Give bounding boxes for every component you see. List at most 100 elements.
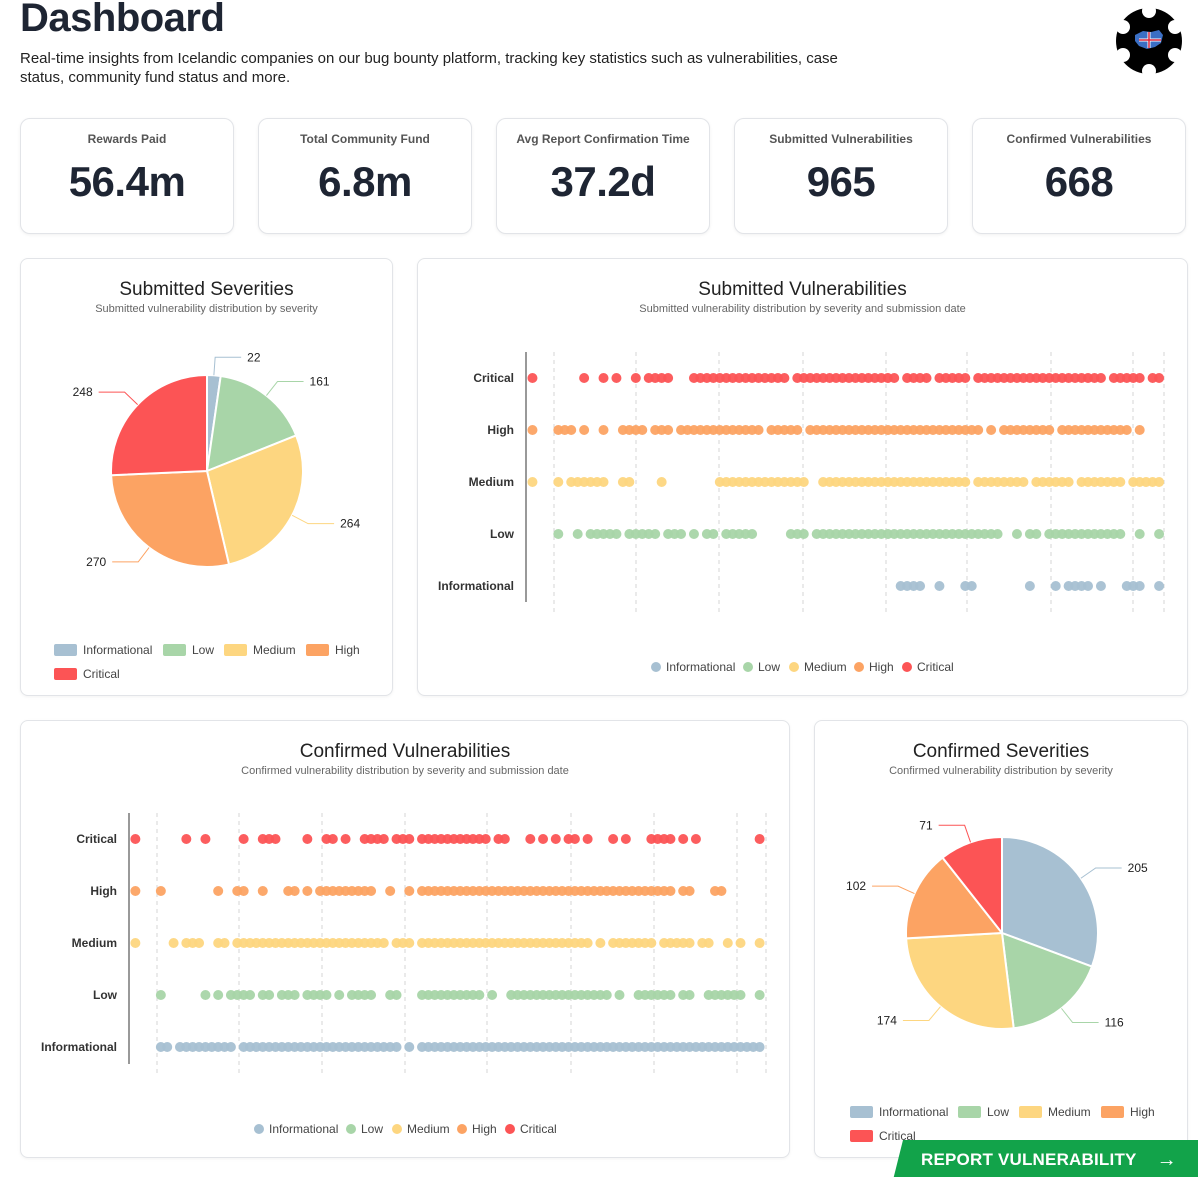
scatter-point-medium[interactable] [194, 938, 205, 948]
legend-informational[interactable]: Informational [651, 660, 735, 674]
scatter-point-medium[interactable] [378, 938, 389, 948]
legend-low[interactable]: Low [743, 660, 780, 674]
scatter-point-low[interactable] [684, 990, 695, 1000]
scatter-point-low[interactable] [155, 990, 166, 1000]
scatter-point-critical[interactable] [480, 834, 491, 844]
scatter-point-critical[interactable] [754, 834, 765, 844]
scatter-point-informational[interactable] [966, 581, 977, 591]
scatter-point-high[interactable] [792, 425, 803, 435]
scatter-point-medium[interactable] [656, 477, 667, 487]
scatter-point-informational[interactable] [754, 1042, 765, 1052]
scatter-point-medium[interactable] [703, 938, 714, 948]
scatter-point-critical[interactable] [550, 834, 561, 844]
legend-critical[interactable]: Critical [505, 1122, 557, 1136]
scatter-point-low[interactable] [366, 990, 377, 1000]
scatter-point-high[interactable] [1121, 425, 1132, 435]
scatter-point-informational[interactable] [1024, 581, 1035, 591]
scatter-point-low[interactable] [611, 529, 622, 539]
legend-high[interactable]: High [1101, 1105, 1155, 1119]
scatter-point-informational[interactable] [404, 1042, 415, 1052]
pie-slice-low[interactable] [1000, 931, 1094, 1030]
scatter-point-low[interactable] [321, 990, 332, 1000]
scatter-point-critical[interactable] [525, 834, 536, 844]
scatter-point-medium[interactable] [130, 938, 141, 948]
scatter-point-low[interactable] [474, 990, 485, 1000]
scatter-point-critical[interactable] [620, 834, 631, 844]
scatter-point-high[interactable] [130, 886, 141, 896]
scatter-point-medium[interactable] [168, 938, 179, 948]
scatter-point-high[interactable] [527, 425, 538, 435]
scatter-point-high[interactable] [366, 886, 377, 896]
scatter-point-high[interactable] [663, 425, 674, 435]
scatter-point-high[interactable] [973, 425, 984, 435]
scatter-point-critical[interactable] [302, 834, 313, 844]
legend-critical[interactable]: Critical [850, 1129, 916, 1143]
scatter-point-low[interactable] [334, 990, 345, 1000]
scatter-point-low[interactable] [572, 529, 583, 539]
scatter-point-informational[interactable] [1050, 581, 1061, 591]
scatter-point-high[interactable] [404, 886, 415, 896]
scatter-point-informational[interactable] [934, 581, 945, 591]
legend-medium[interactable]: Medium [789, 660, 847, 674]
scatter-point-medium[interactable] [404, 938, 415, 948]
scatter-point-critical[interactable] [690, 834, 701, 844]
legend-medium[interactable]: Medium [392, 1122, 450, 1136]
legend-high[interactable]: High [306, 643, 360, 657]
scatter-point-low[interactable] [213, 990, 224, 1000]
legend-critical[interactable]: Critical [54, 667, 120, 681]
pie-slice-low[interactable] [205, 374, 298, 473]
scatter-point-low[interactable] [391, 990, 402, 1000]
scatter-point-low[interactable] [289, 990, 300, 1000]
scatter-point-high[interactable] [1134, 425, 1145, 435]
scatter-point-medium[interactable] [553, 477, 564, 487]
scatter-point-critical[interactable] [181, 834, 192, 844]
scatter-point-low[interactable] [264, 990, 275, 1000]
scatter-point-critical[interactable] [527, 373, 538, 383]
scatter-point-medium[interactable] [684, 938, 695, 948]
scatter-point-informational[interactable] [162, 1042, 173, 1052]
scatter-point-low[interactable] [487, 990, 498, 1000]
scatter-point-low[interactable] [553, 529, 564, 539]
scatter-point-medium[interactable] [1115, 477, 1126, 487]
scatter-point-low[interactable] [1031, 529, 1042, 539]
scatter-point-critical[interactable] [238, 834, 249, 844]
scatter-point-critical[interactable] [378, 834, 389, 844]
scatter-point-high[interactable] [986, 425, 997, 435]
scatter-point-low[interactable] [747, 529, 758, 539]
scatter-point-medium[interactable] [219, 938, 230, 948]
scatter-point-critical[interactable] [270, 834, 281, 844]
legend-informational[interactable]: Informational [850, 1105, 948, 1119]
scatter-point-high[interactable] [155, 886, 166, 896]
scatter-point-medium[interactable] [595, 938, 606, 948]
pie-slice-medium[interactable] [205, 434, 304, 566]
scatter-point-high[interactable] [684, 886, 695, 896]
pie-slice-critical[interactable] [110, 373, 208, 477]
scatter-point-critical[interactable] [327, 834, 338, 844]
scatter-point-critical[interactable] [1095, 373, 1106, 383]
scatter-point-critical[interactable] [663, 373, 674, 383]
scatter-point-critical[interactable] [579, 373, 590, 383]
scatter-point-critical[interactable] [538, 834, 549, 844]
scatter-point-low[interactable] [665, 990, 676, 1000]
scatter-point-informational[interactable] [225, 1042, 236, 1052]
scatter-point-critical[interactable] [582, 834, 593, 844]
scatter-point-low[interactable] [1011, 529, 1022, 539]
scatter-point-critical[interactable] [889, 373, 900, 383]
scatter-point-medium[interactable] [598, 477, 609, 487]
legend-critical[interactable]: Critical [902, 660, 954, 674]
scatter-point-low[interactable] [1115, 529, 1126, 539]
scatter-point-medium[interactable] [582, 938, 593, 948]
legend-low[interactable]: Low [346, 1122, 383, 1136]
scatter-point-critical[interactable] [630, 373, 641, 383]
scatter-point-medium[interactable] [735, 938, 746, 948]
scatter-point-medium[interactable] [798, 477, 809, 487]
scatter-point-critical[interactable] [611, 373, 622, 383]
scatter-point-critical[interactable] [608, 834, 619, 844]
legend-medium[interactable]: Medium [1019, 1105, 1091, 1119]
scatter-point-high[interactable] [753, 425, 764, 435]
scatter-point-critical[interactable] [665, 834, 676, 844]
scatter-point-low[interactable] [708, 529, 719, 539]
scatter-point-medium[interactable] [624, 477, 635, 487]
scatter-point-medium[interactable] [1154, 477, 1165, 487]
scatter-point-high[interactable] [213, 886, 224, 896]
